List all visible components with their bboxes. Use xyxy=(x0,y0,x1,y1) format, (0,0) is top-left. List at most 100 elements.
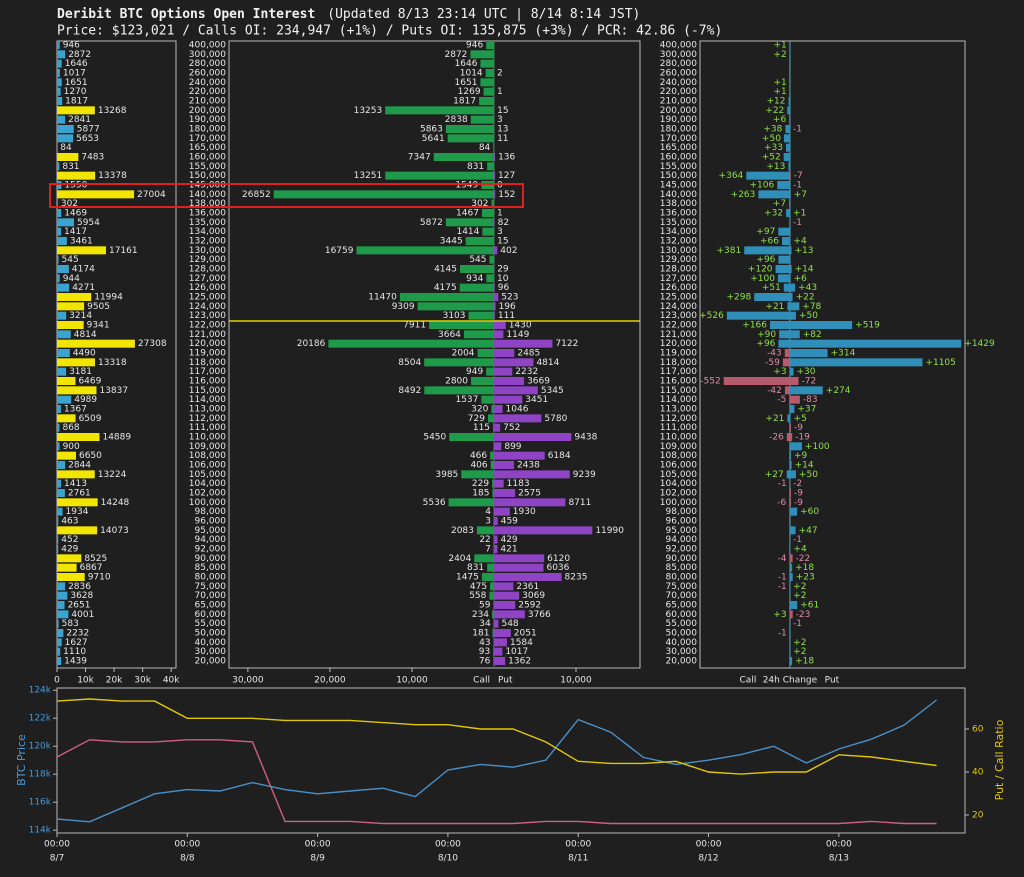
strike-label: 132,000 xyxy=(189,237,226,247)
call-label: 729 xyxy=(468,414,485,424)
call-change-label: -42 xyxy=(767,386,782,396)
call-bar xyxy=(463,330,494,339)
put-change-bar xyxy=(789,498,792,507)
call-label: 1467 xyxy=(456,209,479,219)
put-label: Put xyxy=(825,676,840,686)
put-label: 2592 xyxy=(518,601,541,611)
strike-label: 94,000 xyxy=(666,535,698,545)
put-label: 421 xyxy=(500,545,517,555)
bar xyxy=(57,591,68,600)
put-label: 1183 xyxy=(507,479,530,489)
y-tick-label: 116k xyxy=(29,798,52,808)
strike-label: 400,000 xyxy=(660,41,697,51)
put-change-bar xyxy=(789,489,792,497)
call-change-bar xyxy=(787,414,790,423)
put-bar xyxy=(493,610,525,619)
strike-label: 40,000 xyxy=(195,638,227,648)
x-tick-time: 00:00 xyxy=(174,840,200,850)
strike-label: 124,000 xyxy=(189,302,226,312)
call-change-label: +51 xyxy=(762,283,781,293)
bar xyxy=(57,526,98,535)
put-label: 8235 xyxy=(565,573,588,583)
call-label: 7911 xyxy=(403,321,426,331)
call-change-label: -26 xyxy=(769,433,784,443)
call-change-label: +526 xyxy=(699,311,724,321)
put-bar xyxy=(493,554,545,563)
bar-label: 2836 xyxy=(68,582,91,592)
put-label: 2485 xyxy=(517,349,540,359)
put-change-bar xyxy=(789,311,796,320)
call-label: 946 xyxy=(466,41,483,51)
x-tick-label: 30k xyxy=(134,676,151,686)
strike-label: 128,000 xyxy=(660,265,697,275)
put-change-bar xyxy=(789,377,799,385)
call-change-bar xyxy=(788,97,790,105)
put-change-label: +1105 xyxy=(925,358,955,368)
put-change-label: +82 xyxy=(803,330,822,340)
put-label: 2575 xyxy=(518,489,541,499)
strike-label: 106,000 xyxy=(660,461,697,471)
strike-label: 115,000 xyxy=(660,386,697,396)
strike-label: 109,000 xyxy=(189,442,226,452)
call-label: 558 xyxy=(469,591,486,601)
put-change-label: +37 xyxy=(797,405,816,415)
call-change-label: +100 xyxy=(750,274,775,284)
strike-label: 145,000 xyxy=(189,181,226,191)
call-label: 3985 xyxy=(435,470,458,480)
put-label: 15 xyxy=(497,106,508,116)
call-label: 229 xyxy=(472,479,489,489)
call-bar xyxy=(424,386,494,395)
call-bar xyxy=(481,395,494,404)
call-bar xyxy=(487,414,494,423)
strike-label: 80,000 xyxy=(666,573,698,583)
strike-label: 129,000 xyxy=(660,255,697,265)
y-tick-label: 124k xyxy=(29,686,52,696)
call-label: 8504 xyxy=(398,358,421,368)
strike-label: 129,000 xyxy=(189,255,226,265)
put-label: 196 xyxy=(499,302,516,312)
x-tick-date: 8/9 xyxy=(310,854,325,864)
call-bar xyxy=(485,69,494,77)
put-bar xyxy=(493,657,506,665)
bar xyxy=(57,171,96,180)
bar xyxy=(57,451,76,460)
put-change-label: -1 xyxy=(793,218,802,228)
put-label: 11 xyxy=(497,134,508,144)
call-label: 2838 xyxy=(445,115,468,125)
strike-label: 102,000 xyxy=(189,489,226,499)
y-tick-label: 114k xyxy=(29,826,52,836)
put-change-label: +18 xyxy=(795,657,814,667)
bar-label: 17161 xyxy=(109,246,138,256)
put-label: 752 xyxy=(503,423,520,433)
put-label: 96 xyxy=(498,283,510,293)
call-label: 3445 xyxy=(440,237,463,247)
call-change-label: +2 xyxy=(773,50,786,60)
x-axis-label: 24h Change xyxy=(763,676,818,686)
strike-label: 127,000 xyxy=(189,274,226,284)
strike-label: 85,000 xyxy=(666,563,698,573)
put-bar xyxy=(493,507,510,516)
put-label: 4814 xyxy=(536,358,559,368)
strike-label: 100,000 xyxy=(189,498,226,508)
call-change-label: -1 xyxy=(778,582,787,592)
strike-label: 180,000 xyxy=(189,125,226,135)
put-change-label: +1 xyxy=(793,209,806,219)
call-label: Call xyxy=(740,676,757,686)
call-bar xyxy=(476,526,494,535)
call-label: 11470 xyxy=(368,293,397,303)
strike-label: 117,000 xyxy=(660,367,697,377)
strike-label: 118,000 xyxy=(660,358,697,368)
call-label: 22 xyxy=(479,535,490,545)
put-label: 899 xyxy=(504,442,521,452)
call-bar xyxy=(481,209,494,217)
put-change-label: +314 xyxy=(831,349,856,359)
bar xyxy=(57,610,69,619)
strike-label: 40,000 xyxy=(666,638,698,648)
put-bar xyxy=(493,246,498,255)
call-label: 5450 xyxy=(423,433,446,443)
put-bar xyxy=(493,535,498,544)
bar-label: 84 xyxy=(60,143,72,153)
call-change-bar xyxy=(726,311,790,320)
put-change-label: +61 xyxy=(800,601,819,611)
bar-label: 9710 xyxy=(88,573,111,583)
